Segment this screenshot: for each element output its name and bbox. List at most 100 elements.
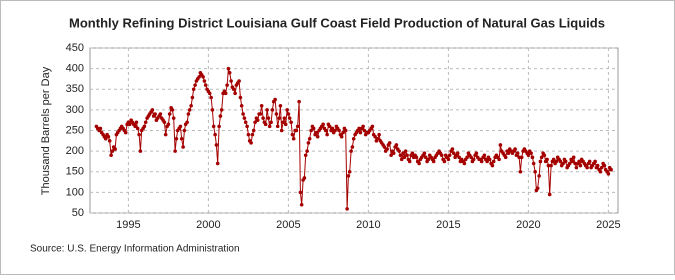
data-point: [251, 128, 256, 133]
data-point: [259, 103, 264, 108]
data-point: [297, 99, 301, 104]
data-point: [185, 120, 189, 125]
data-point: [551, 157, 556, 162]
data-point: [469, 155, 473, 160]
data-point: [113, 147, 117, 151]
data-point: [191, 87, 196, 92]
data-point: [134, 120, 139, 125]
data-point: [549, 163, 553, 168]
data-point: [391, 151, 396, 155]
data-point: [238, 95, 243, 100]
data-point: [447, 153, 452, 158]
data-point: [294, 128, 299, 133]
data-point: [431, 159, 436, 164]
data-point: [357, 126, 361, 131]
source-note: Source: U.S. Energy Information Administ…: [30, 244, 240, 255]
data-point: [123, 130, 128, 135]
data-point: [309, 128, 313, 133]
data-point: [503, 155, 508, 160]
x-tick-label: 2010: [356, 219, 380, 231]
data-point: [455, 151, 460, 155]
data-point: [545, 157, 549, 162]
x-tick-label: 1995: [116, 219, 140, 231]
data-point: [137, 132, 141, 137]
data-point: [450, 147, 455, 151]
data-point: [399, 157, 404, 162]
data-point: [506, 151, 511, 155]
data-point: [305, 149, 309, 153]
data-point: [227, 70, 232, 75]
data-point: [210, 108, 215, 112]
data-point: [351, 136, 356, 141]
data-point: [546, 163, 551, 168]
data-point: [531, 161, 536, 166]
data-point: [215, 161, 220, 166]
data-point: [295, 124, 300, 129]
data-point: [339, 134, 344, 139]
data-point: [103, 136, 108, 141]
data-point: [143, 120, 148, 125]
data-point: [211, 124, 216, 129]
data-point: [389, 153, 393, 158]
data-point: [593, 159, 597, 164]
data-point: [330, 126, 335, 131]
data-point: [246, 132, 251, 137]
data-point: [225, 83, 229, 87]
data-point: [307, 136, 312, 141]
data-point: [201, 75, 205, 79]
data-point: [269, 120, 273, 125]
data-point: [423, 155, 428, 160]
data-point: [233, 91, 237, 96]
data-point: [345, 207, 349, 211]
data-point: [407, 159, 412, 164]
data-point: [190, 95, 195, 100]
y-tick-label: 150: [66, 166, 84, 178]
data-point: [291, 136, 296, 141]
data-point: [98, 126, 103, 131]
data-point: [375, 136, 380, 141]
data-point: [570, 159, 575, 164]
data-point: [595, 163, 600, 168]
data-point: [479, 159, 484, 164]
data-point: [162, 120, 167, 125]
data-point: [237, 79, 241, 83]
data-point: [181, 145, 185, 149]
data-point: [163, 132, 168, 137]
data-point: [249, 141, 253, 145]
data-point: [142, 124, 147, 129]
data-point: [558, 159, 563, 164]
data-point: [311, 126, 316, 131]
data-point: [587, 159, 592, 164]
y-tick-label: 450: [66, 42, 84, 54]
data-point: [347, 169, 352, 174]
data-point: [299, 202, 304, 207]
data-point: [289, 120, 293, 125]
data-point: [405, 153, 409, 158]
data-point: [263, 122, 268, 127]
data-point: [279, 128, 284, 133]
data-point: [451, 151, 456, 155]
data-point: [239, 103, 244, 108]
data-point: [209, 95, 213, 100]
data-point: [250, 132, 255, 137]
data-point: [358, 130, 363, 135]
data-point: [361, 124, 365, 129]
data-point: [370, 124, 375, 129]
data-point: [462, 161, 467, 166]
data-point: [106, 134, 111, 139]
data-point: [410, 151, 415, 155]
data-point: [327, 124, 332, 129]
data-point: [275, 124, 280, 129]
data-point: [229, 79, 233, 83]
x-tick-label: 2005: [276, 219, 300, 231]
data-point: [245, 124, 249, 129]
data-point: [585, 165, 589, 170]
data-point: [563, 159, 568, 164]
data-point: [243, 120, 248, 125]
data-point: [457, 155, 461, 160]
data-point: [426, 157, 431, 162]
data-point: [515, 151, 520, 155]
data-point: [538, 159, 543, 164]
data-point: [602, 163, 607, 168]
data-point: [537, 174, 541, 178]
